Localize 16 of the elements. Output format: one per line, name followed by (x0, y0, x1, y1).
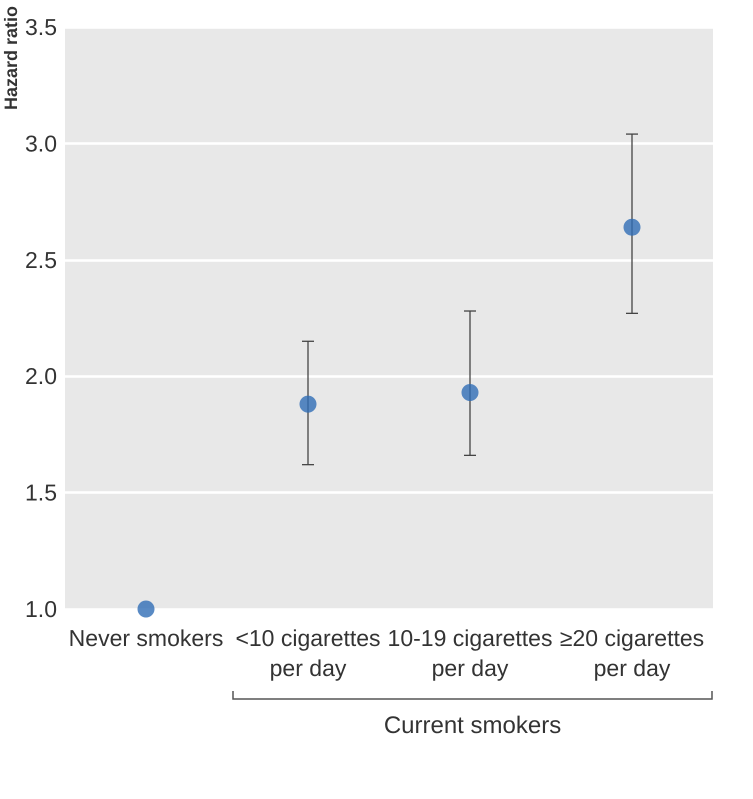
y-tick-label: 2.0 (25, 363, 57, 390)
y-tick-label: 3.5 (25, 14, 57, 40)
point (624, 218, 640, 236)
y-tick-label: 1.0 (25, 596, 57, 622)
y-tick-label: 2.5 (25, 246, 57, 273)
point (300, 396, 316, 413)
y-tick-label: 1.5 (25, 480, 57, 506)
x-tick-label: <10 cigarettes per day (235, 625, 381, 681)
x-tick-label: ≥20 cigarettes per day (560, 625, 704, 681)
point (138, 600, 154, 618)
y-tick-label: 3.0 (25, 130, 57, 156)
point (462, 384, 478, 401)
y-axis-title: Hazard ratio (1, 6, 21, 112)
x-tick-label: Never smokers (68, 625, 224, 651)
x-tick-label: 10-19 cigarettes per day (388, 625, 552, 681)
text: Current smokers (382, 711, 562, 741)
